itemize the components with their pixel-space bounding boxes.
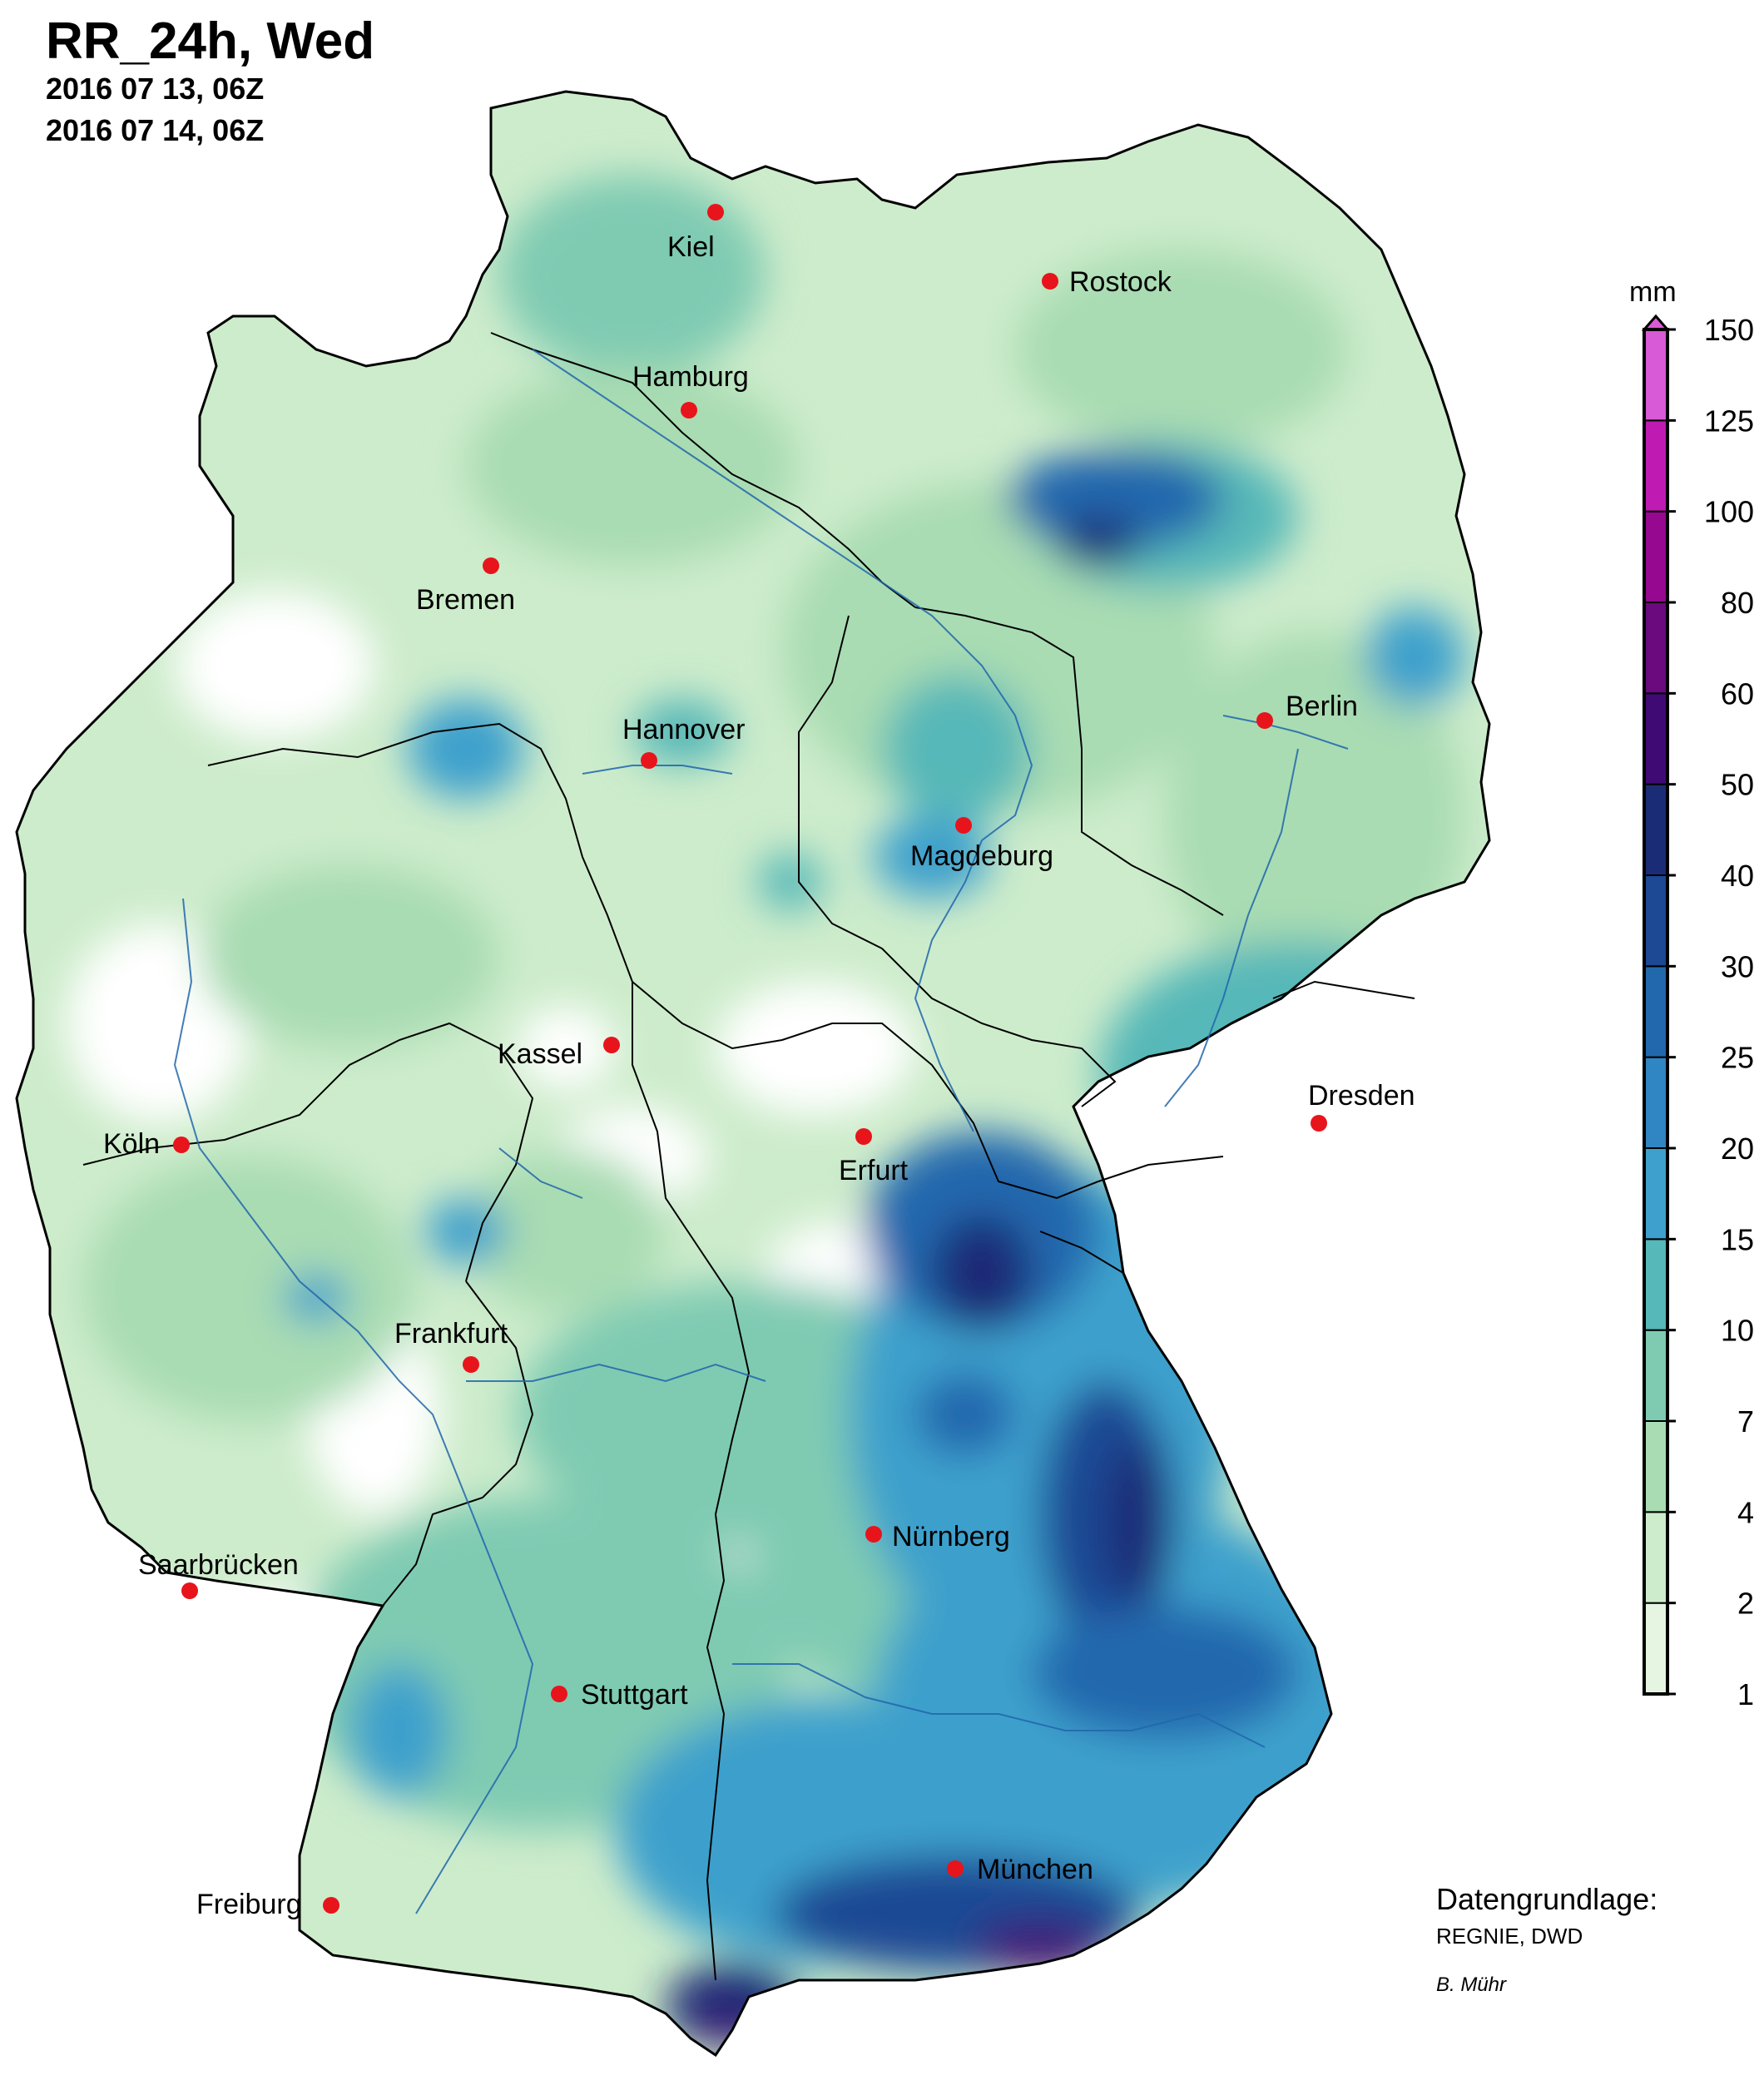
legend-color-box <box>1643 510 1668 604</box>
city-nuernberg: Nürnberg <box>865 1521 1010 1553</box>
legend-tick-label: 60 <box>1721 676 1754 711</box>
source-title: Datengrundlage: <box>1436 1882 1658 1916</box>
city-magdeburg: Magdeburg <box>910 817 1053 872</box>
city-muenchen: München <box>947 1854 1093 1885</box>
city-label-stuttgart: Stuttgart <box>581 1679 688 1711</box>
legend-tick-label: 1 <box>1737 1677 1754 1711</box>
legend-tick-label: 7 <box>1737 1404 1754 1439</box>
city-label-muenchen: München <box>977 1854 1093 1885</box>
color-scale-legend: mm 1 2 4 7 10 15 20 25 30 40 50 60 80 100 125 150 <box>1629 276 1754 1711</box>
city-erfurt: Erfurt <box>839 1128 909 1186</box>
city-freiburg: Freiburg <box>196 1889 339 1920</box>
city-label-rostock: Rostock <box>1069 266 1172 298</box>
period-end: 2016 07 14, 06Z <box>46 113 265 147</box>
city-koeln: Köln <box>103 1128 190 1160</box>
legend-color-box <box>1643 602 1668 695</box>
city-label-kiel: Kiel <box>667 231 715 263</box>
city-hamburg: Hamburg <box>632 361 749 418</box>
city-kassel: Kassel <box>498 1037 620 1070</box>
legend-color-box <box>1643 419 1668 513</box>
legend-color-box <box>1643 783 1668 877</box>
source-text: REGNIE, DWD <box>1436 1924 1583 1949</box>
city-label-hamburg: Hamburg <box>632 361 749 393</box>
legend-color-box <box>1643 1056 1668 1149</box>
city-hannover: Hannover <box>622 714 745 769</box>
legend-overflow-triangle <box>1641 314 1671 331</box>
legend-unit: mm <box>1629 276 1677 308</box>
legend-color-box <box>1643 329 1668 422</box>
legend-color-box <box>1643 1238 1668 1331</box>
city-kiel: Kiel <box>667 204 724 263</box>
legend-color-box <box>1643 1147 1668 1241</box>
city-label-kassel: Kassel <box>498 1038 582 1070</box>
city-bremen: Bremen <box>416 557 515 616</box>
legend-tick-label: 50 <box>1721 768 1754 802</box>
city-saarbruecken: Saarbrücken <box>138 1549 299 1599</box>
legend-tick-label: 25 <box>1721 1041 1754 1075</box>
legend-tick-label: 20 <box>1721 1132 1754 1166</box>
legend-tick-label: 30 <box>1721 949 1754 983</box>
legend-color-box <box>1643 874 1668 968</box>
legend-color-box <box>1643 965 1668 1058</box>
legend-frame <box>1643 328 1669 1696</box>
rivers <box>173 349 1349 1914</box>
legend-tick-label: 80 <box>1721 586 1754 620</box>
author-credit: B. Mühr <box>1436 1974 1507 1996</box>
legend-color-box <box>1643 1602 1668 1695</box>
legend-color-box <box>1643 692 1668 785</box>
legend-tick-label: 4 <box>1737 1495 1754 1529</box>
city-label-saarbruecken: Saarbrücken <box>138 1549 299 1581</box>
city-rostock: Rostock <box>1042 266 1172 298</box>
legend-tick-label: 10 <box>1721 1314 1754 1348</box>
legend-tick-label: 125 <box>1704 404 1754 438</box>
state-borders <box>82 332 1415 1981</box>
legend-tick-label: 40 <box>1721 859 1754 893</box>
city-frankfurt: Frankfurt <box>394 1318 508 1373</box>
city-layer: Kiel Rostock Hamburg Bremen Hannover Ber… <box>103 204 1415 1920</box>
legend-color-box <box>1643 1420 1668 1513</box>
period-start: 2016 07 13, 06Z <box>46 72 265 106</box>
city-stuttgart: Stuttgart <box>551 1679 688 1711</box>
legend-tick-label: 100 <box>1704 495 1754 529</box>
city-label-magdeburg: Magdeburg <box>910 840 1053 872</box>
city-label-berlin: Berlin <box>1286 691 1358 722</box>
city-label-erfurt: Erfurt <box>839 1155 909 1186</box>
legend-tick-label: 15 <box>1721 1222 1754 1256</box>
legend-color-box <box>1643 1329 1668 1422</box>
legend-tick-label: 2 <box>1737 1587 1754 1621</box>
city-label-nuernberg: Nürnberg <box>892 1521 1010 1553</box>
city-label-dresden: Dresden <box>1308 1080 1415 1112</box>
legend-tick-label: 150 <box>1704 313 1754 347</box>
city-label-hannover: Hannover <box>622 714 745 745</box>
city-label-koeln: Köln <box>103 1128 160 1160</box>
legend-color-box <box>1643 1511 1668 1604</box>
city-label-freiburg: Freiburg <box>196 1889 302 1920</box>
map-title: RR_24h, Wed <box>46 12 375 70</box>
city-berlin: Berlin <box>1256 691 1358 729</box>
city-dresden: Dresden <box>1308 1080 1415 1132</box>
city-label-frankfurt: Frankfurt <box>394 1318 508 1350</box>
city-label-bremen: Bremen <box>416 584 515 616</box>
